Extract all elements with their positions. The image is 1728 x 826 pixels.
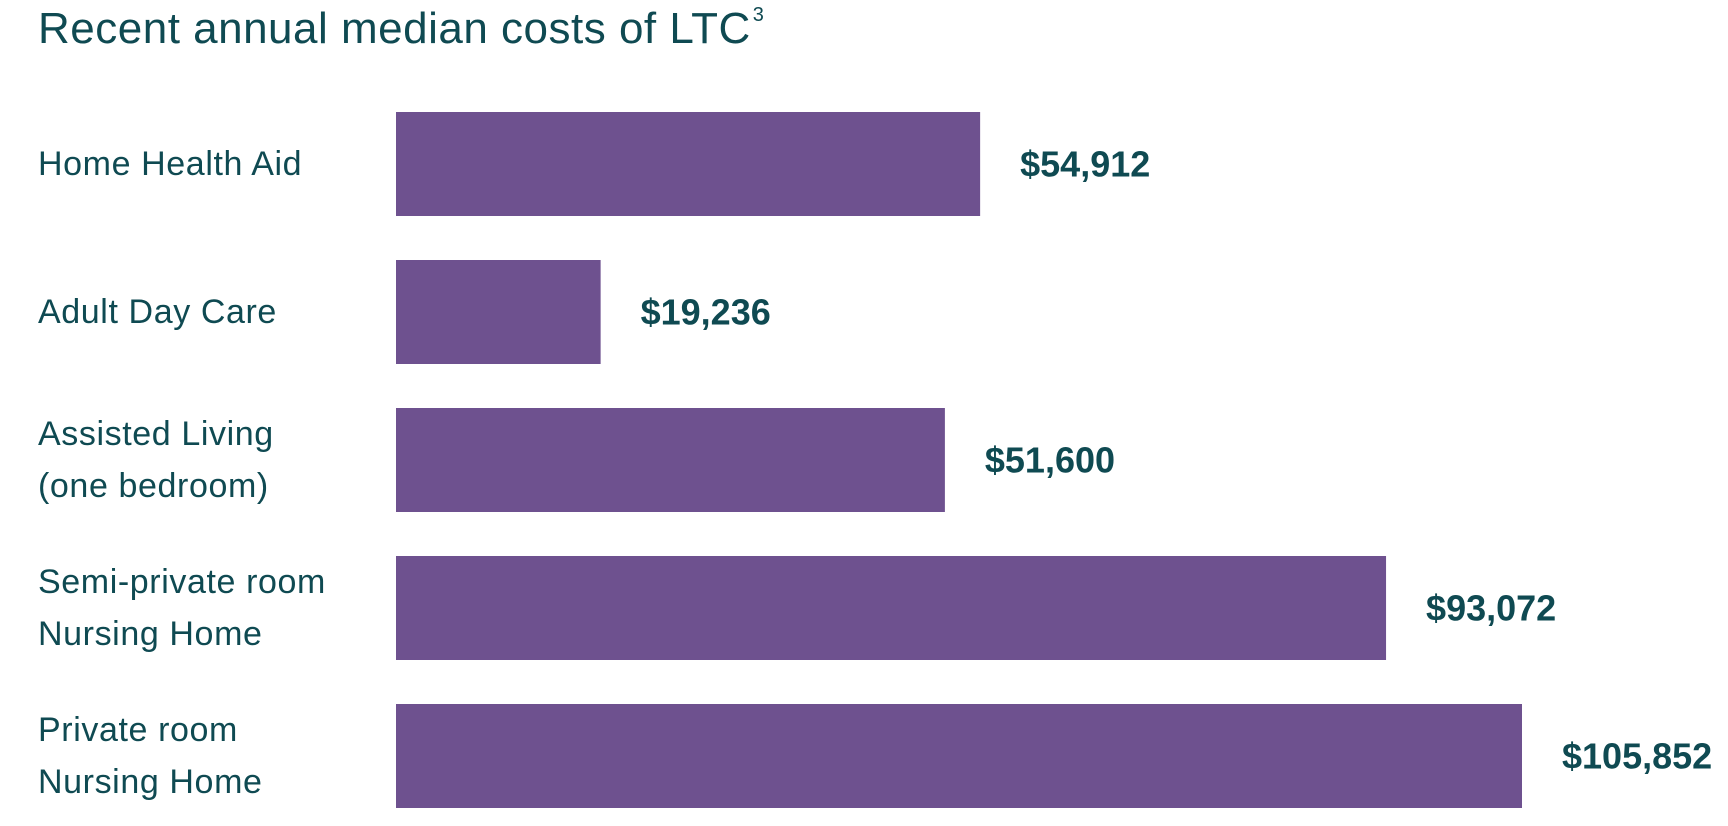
value-label: $105,852 bbox=[1562, 736, 1712, 777]
value-label: $19,236 bbox=[641, 292, 771, 333]
bar bbox=[396, 408, 945, 512]
value-label: $93,072 bbox=[1426, 588, 1556, 629]
category-label: Nursing Home bbox=[38, 763, 263, 801]
category-label: (one bedroom) bbox=[38, 467, 269, 505]
category-label: Adult Day Care bbox=[38, 293, 277, 331]
chart-title-footnote-marker: 3 bbox=[752, 4, 765, 27]
category-label: Nursing Home bbox=[38, 615, 263, 653]
bar bbox=[396, 112, 981, 216]
bar bbox=[396, 704, 1522, 808]
value-label: $54,912 bbox=[1020, 144, 1150, 185]
value-label: $51,600 bbox=[985, 440, 1115, 481]
category-label: Semi-private room bbox=[38, 563, 326, 601]
chart-title: Recent annual median costs of LTC 3 bbox=[38, 4, 764, 54]
bar bbox=[396, 556, 1387, 660]
category-label: Home Health Aid bbox=[38, 145, 302, 183]
chart-title-text: Recent annual median costs of LTC bbox=[38, 4, 751, 53]
category-label: Assisted Living bbox=[38, 415, 274, 453]
bar bbox=[396, 260, 601, 364]
category-label: Private room bbox=[38, 711, 238, 749]
